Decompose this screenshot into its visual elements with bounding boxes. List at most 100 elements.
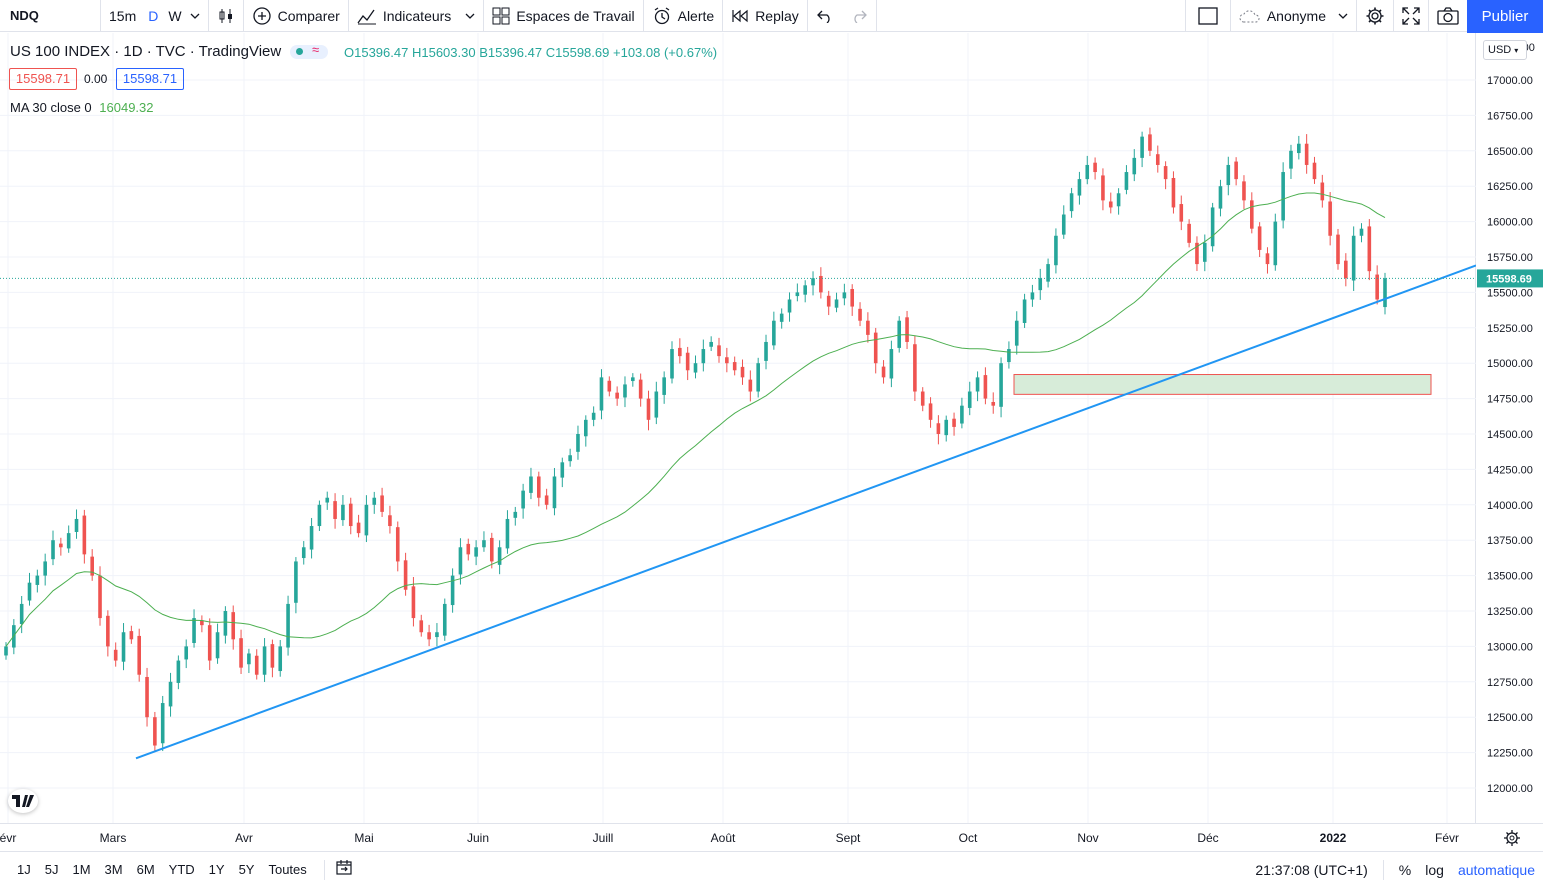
clock[interactable]: 21:37:08 (UTC+1) <box>1255 861 1368 878</box>
rewind-icon <box>731 9 749 23</box>
candle-body <box>1093 162 1097 173</box>
divider <box>347 0 349 32</box>
time-tick-label: Oct <box>959 831 978 845</box>
auto-scale-toggle[interactable]: automatique <box>1457 861 1535 878</box>
candle-body <box>999 363 1003 407</box>
interval-w[interactable]: W <box>168 7 182 24</box>
candle-body <box>991 401 996 406</box>
range-5y[interactable]: 5Y <box>238 862 255 877</box>
bottom-toolbar: 1J 5J 1M 3M 6M YTD 1Y 5Y Toutes 21:37:08… <box>0 851 1543 887</box>
chart-pane[interactable]: US 100 INDEX · 1D · TVC · TradingView ≈ … <box>0 33 1477 823</box>
candle-body <box>779 313 784 322</box>
publish-button[interactable]: Publier <box>1467 0 1543 33</box>
range-1y[interactable]: 1Y <box>208 862 225 877</box>
candle-body <box>1226 164 1231 186</box>
workspaces-label: Espaces de Travail <box>516 7 635 24</box>
candle-body <box>693 363 698 373</box>
candle-body <box>192 618 196 644</box>
candle-body <box>725 357 729 364</box>
percent-toggle[interactable]: % <box>1398 861 1412 878</box>
interval-15m[interactable]: 15m <box>109 7 137 24</box>
range-5d[interactable]: 5J <box>44 862 59 877</box>
candles-icon[interactable] <box>209 0 243 32</box>
candle-body <box>200 620 204 626</box>
status-badge[interactable]: ≈ <box>290 42 328 59</box>
replay-button[interactable]: Replay <box>723 0 807 32</box>
candle-body <box>1367 226 1372 272</box>
price-tick-label: 15000.00 <box>1487 358 1533 370</box>
range-1m[interactable]: 1M <box>72 862 91 877</box>
candle-body <box>787 299 792 313</box>
log-toggle[interactable]: log <box>1425 861 1444 878</box>
range-3m[interactable]: 3M <box>104 862 123 877</box>
candle-body <box>842 292 847 299</box>
trend-line <box>135 264 1477 760</box>
candle-body <box>685 352 690 371</box>
range-all[interactable]: Toutes <box>268 862 307 877</box>
tradingview-logo-icon[interactable] <box>8 789 38 813</box>
candle-body <box>160 703 165 744</box>
candle-body <box>732 362 737 371</box>
alert-button[interactable]: Alerte <box>644 0 723 32</box>
candle-body <box>442 603 447 636</box>
candle-body <box>1320 182 1325 201</box>
time-tick-label: Avr <box>235 831 253 845</box>
compare-label: Comparer <box>277 7 340 24</box>
indicators-button[interactable]: Indicateurs <box>349 0 483 32</box>
candle-body <box>960 405 964 424</box>
candle-body <box>607 380 612 392</box>
ask-button[interactable]: 15598.71 <box>116 68 184 90</box>
price-tick-label: 13000.00 <box>1487 641 1533 653</box>
price-tick-label: 14750.00 <box>1487 394 1533 406</box>
user-menu[interactable]: Anonyme <box>1231 0 1356 32</box>
settings-button[interactable] <box>1357 0 1393 32</box>
candle-body <box>74 518 79 532</box>
workspaces-button[interactable]: Espaces de Travail <box>484 0 642 32</box>
candle-body <box>1038 278 1043 291</box>
candle-body <box>427 632 431 640</box>
candle-body <box>936 423 941 434</box>
fullscreen-button[interactable] <box>1394 0 1428 32</box>
ma-label: MA 30 close 0 <box>10 100 92 115</box>
candle-body <box>1069 193 1074 212</box>
price-axis[interactable]: 17250.0017000.0016750.0016500.0016250.00… <box>1477 33 1543 823</box>
redo-button[interactable] <box>842 0 876 32</box>
candle-body <box>529 476 533 493</box>
screenshot-button[interactable] <box>1429 0 1467 32</box>
candle-body <box>1202 242 1207 262</box>
compare-button[interactable]: Comparer <box>244 0 348 32</box>
bid-button[interactable]: 15598.71 <box>9 68 77 90</box>
range-1d[interactable]: 1J <box>17 862 31 877</box>
range-ytd[interactable]: YTD <box>168 862 195 877</box>
candle-body <box>1132 157 1137 175</box>
time-axis[interactable]: évr Mars Avr Mai Juin Juill Août Sept Oct Nov Déc 2… <box>0 823 1543 851</box>
candle-body <box>1054 235 1058 266</box>
time-tick-label: Nov <box>1077 831 1098 845</box>
square-icon <box>1198 6 1218 25</box>
layout-button[interactable] <box>1186 0 1230 32</box>
candle-body <box>1273 221 1278 266</box>
goto-date-button[interactable] <box>335 859 353 880</box>
interval-d[interactable]: D <box>148 7 159 24</box>
axis-settings-icon[interactable] <box>1503 829 1521 852</box>
ma-legend[interactable]: MA 30 close 0 16049.32 <box>10 100 154 115</box>
candle-body <box>881 366 886 378</box>
range-6m[interactable]: 6M <box>136 862 155 877</box>
symbol-search[interactable]: NDQ <box>10 8 39 23</box>
chevron-down-icon[interactable] <box>188 0 208 32</box>
candle-body <box>584 419 588 437</box>
undo-button[interactable] <box>808 0 842 32</box>
price-chart[interactable] <box>0 33 1477 823</box>
candle-body <box>858 308 862 321</box>
candle-body <box>1108 201 1113 208</box>
candle-body <box>1030 292 1035 300</box>
plus-circle-icon <box>252 6 272 26</box>
alarm-clock-icon <box>652 6 672 26</box>
price-tick-label: 12250.00 <box>1487 748 1533 760</box>
candle-body <box>98 575 102 619</box>
candle-body <box>1289 150 1293 169</box>
price-tick-label: 16000.00 <box>1487 217 1533 229</box>
time-tick-label: Févr <box>1435 831 1459 845</box>
currency-select[interactable]: USD ▾ <box>1483 40 1527 60</box>
